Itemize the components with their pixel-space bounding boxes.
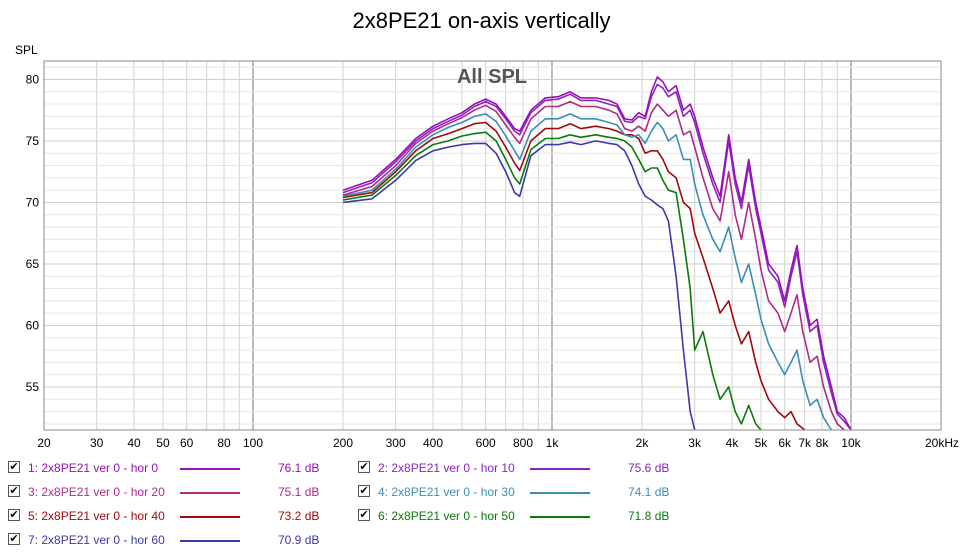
- legend-swatch: [180, 516, 240, 518]
- legend-checkbox[interactable]: ✔: [8, 533, 20, 545]
- legend-checkbox[interactable]: ✔: [8, 485, 20, 497]
- chart-plot: All SPL SPL 20 30 40 50 60 80 100 200 300 400 600 8…: [15, 43, 959, 450]
- legend-item[interactable]: ✔ 3: 2x8PE21 ver 0 - hor 20 75.1 dB: [8, 482, 348, 502]
- legend-checkbox[interactable]: ✔: [358, 485, 370, 497]
- y-tick-label: 65: [26, 257, 40, 271]
- x-tick-label: 7k: [798, 436, 812, 450]
- x-tick-label: 100: [243, 436, 263, 450]
- legend-swatch: [180, 492, 240, 494]
- legend-swatch: [530, 516, 590, 518]
- x-tick-label: 20kHz: [925, 436, 959, 450]
- legend-value: 75.1 dB: [278, 485, 320, 499]
- legend-checkbox[interactable]: ✔: [8, 461, 20, 473]
- x-tick-label: 60: [180, 436, 194, 450]
- x-tick-label: 6k: [778, 436, 792, 450]
- legend-item[interactable]: ✔ 7: 2x8PE21 ver 0 - hor 60 70.9 dB: [8, 530, 348, 550]
- legend-swatch: [530, 492, 590, 494]
- legend-checkbox[interactable]: ✔: [8, 509, 20, 521]
- x-tick-label: 4k: [726, 436, 740, 450]
- x-tick-label: 5k: [755, 436, 769, 450]
- series-line-7: [342, 140, 696, 430]
- legend-value: 73.2 dB: [278, 509, 320, 523]
- y-tick-label: 70: [26, 195, 40, 209]
- legend-label: 3: 2x8PE21 ver 0 - hor 20: [28, 485, 165, 499]
- y-axis-label: SPL: [15, 43, 38, 57]
- legend: ✔ 1: 2x8PE21 ver 0 - hor 0 76.1 dB ✔ 2: 2x8P…: [0, 456, 963, 555]
- x-tick-label: 800: [513, 436, 533, 450]
- x-tick-label: 50: [156, 436, 170, 450]
- legend-item[interactable]: ✔ 6: 2x8PE21 ver 0 - hor 50 71.8 dB: [358, 506, 698, 526]
- series-layer: [342, 76, 852, 430]
- x-tick-label: 1k: [546, 436, 560, 450]
- legend-item[interactable]: ✔ 5: 2x8PE21 ver 0 - hor 40 73.2 dB: [8, 506, 348, 526]
- x-tick-label: 200: [333, 436, 353, 450]
- x-tick-label: 10k: [841, 436, 861, 450]
- legend-swatch: [180, 468, 240, 470]
- chart-title: 2x8PE21 on-axis vertically: [352, 8, 611, 33]
- legend-label: 7: 2x8PE21 ver 0 - hor 60: [28, 533, 165, 547]
- x-tick-label: 3k: [688, 436, 702, 450]
- legend-item[interactable]: ✔ 4: 2x8PE21 ver 0 - hor 30 74.1 dB: [358, 482, 698, 502]
- legend-label: 4: 2x8PE21 ver 0 - hor 30: [378, 485, 515, 499]
- legend-value: 71.8 dB: [628, 509, 670, 523]
- x-tick-labels: 20 30 40 50 60 80 100 200 300 400 600 800 1k 2k 3k 4k 5k…: [37, 436, 959, 450]
- series-line-1: [342, 76, 852, 430]
- legend-value: 70.9 dB: [278, 533, 320, 547]
- x-tick-label: 8k: [816, 436, 830, 450]
- series-line-6: [342, 131, 762, 430]
- plot-border: [43, 60, 942, 431]
- legend-item[interactable]: ✔ 1: 2x8PE21 ver 0 - hor 0 76.1 dB: [8, 458, 348, 478]
- legend-checkbox[interactable]: ✔: [358, 461, 370, 473]
- y-tick-label: 80: [26, 72, 40, 86]
- x-tick-label: 300: [386, 436, 406, 450]
- x-tick-label: 30: [90, 436, 104, 450]
- series-line-3: [342, 100, 845, 430]
- legend-swatch: [180, 540, 240, 542]
- y-tick-label: 55: [26, 380, 40, 394]
- x-tick-label: 20: [37, 436, 51, 450]
- y-tick-labels: 55 60 65 70 75 80: [26, 72, 40, 394]
- x-tick-label: 400: [423, 436, 443, 450]
- legend-value: 75.6 dB: [628, 461, 670, 475]
- x-tick-label: 40: [127, 436, 141, 450]
- legend-label: 2: 2x8PE21 ver 0 - hor 10: [378, 461, 515, 475]
- series-line-2: [342, 83, 852, 430]
- plot-background: [44, 61, 941, 430]
- legend-label: 6: 2x8PE21 ver 0 - hor 50: [378, 509, 515, 523]
- y-tick-label: 75: [26, 134, 40, 148]
- series-line-4: [342, 113, 833, 430]
- legend-value: 76.1 dB: [278, 461, 320, 475]
- legend-swatch: [530, 468, 590, 470]
- y-tick-label: 60: [26, 318, 40, 332]
- legend-checkbox[interactable]: ✔: [358, 509, 370, 521]
- legend-value: 74.1 dB: [628, 485, 670, 499]
- legend-item[interactable]: ✔ 2: 2x8PE21 ver 0 - hor 10 75.6 dB: [358, 458, 698, 478]
- inner-chart-label: All SPL: [457, 66, 527, 88]
- x-tick-label: 600: [476, 436, 496, 450]
- x-tick-label: 80: [217, 436, 231, 450]
- legend-label: 1: 2x8PE21 ver 0 - hor 0: [28, 461, 159, 475]
- legend-label: 5: 2x8PE21 ver 0 - hor 40: [28, 509, 165, 523]
- series-line-5: [342, 121, 806, 430]
- x-tick-label: 2k: [636, 436, 650, 450]
